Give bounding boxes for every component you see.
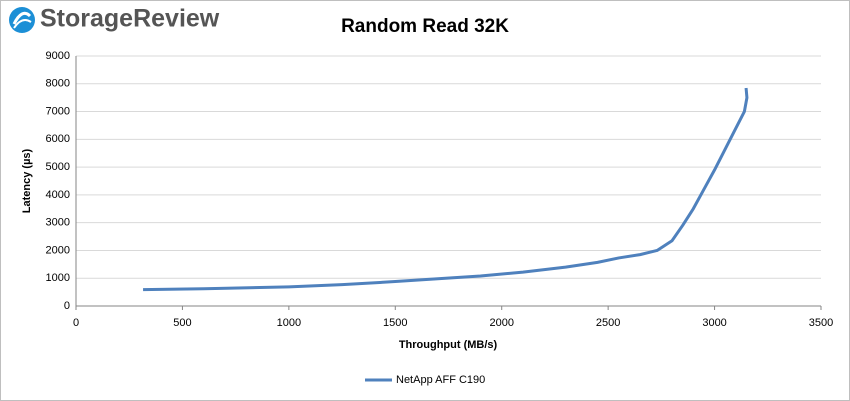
y-tick-label: 8000	[46, 78, 70, 90]
chart-title: Random Read 32K	[341, 16, 509, 37]
logo-icon	[9, 7, 35, 33]
x-tick-label: 1000	[277, 317, 301, 329]
legend-label: NetApp AFF C190	[396, 374, 485, 386]
y-tick-label: 4000	[46, 189, 70, 201]
y-axis-label: Latency (µs)	[21, 148, 33, 213]
y-tick-label: 1000	[46, 272, 70, 284]
x-tick-label: 0	[73, 317, 79, 329]
y-tick-label: 2000	[46, 244, 70, 256]
data-line	[143, 87, 749, 292]
y-tick-label: 3000	[46, 217, 70, 229]
x-tick-label: 2000	[489, 317, 513, 329]
y-tick-label: 0	[64, 300, 70, 312]
x-tick-label: 500	[173, 317, 191, 329]
y-tick-label: 6000	[46, 133, 70, 145]
x-tick-label: 3500	[809, 317, 833, 329]
x-tick-label: 3000	[702, 317, 726, 329]
x-tick-label: 1500	[383, 317, 407, 329]
x-axis-label: Throughput (MB/s)	[399, 339, 498, 351]
x-tick-label: 2500	[596, 317, 620, 329]
y-tick-label: 5000	[46, 161, 70, 173]
brand: StorageReview	[40, 5, 220, 33]
y-tick-label: 7000	[46, 105, 70, 117]
y-tick-label: 9000	[46, 50, 70, 62]
